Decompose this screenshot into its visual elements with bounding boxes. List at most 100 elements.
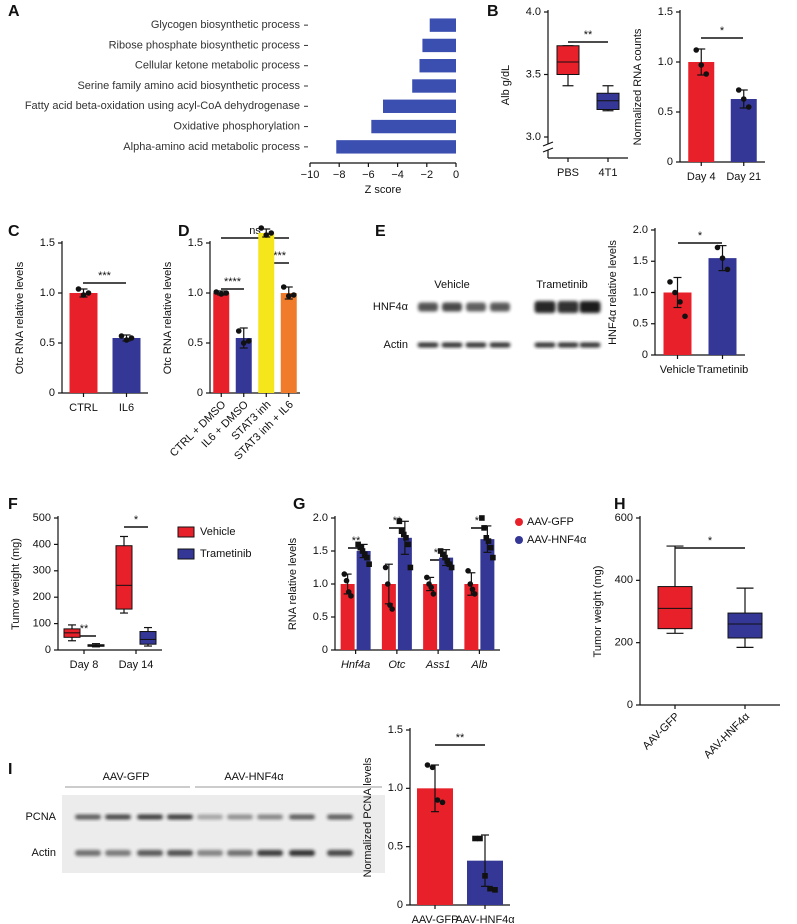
blot-band	[105, 850, 131, 856]
data-point	[245, 338, 252, 344]
bar	[439, 557, 454, 650]
legend-label: Trametinib	[200, 548, 252, 560]
y-tick-label: 0	[627, 699, 633, 711]
significance-label: *	[720, 25, 725, 37]
y-tick-label: 0	[642, 349, 648, 361]
data-point	[448, 564, 455, 571]
bar	[423, 584, 438, 650]
y-tick-label: 0.5	[633, 318, 648, 330]
x-tick-label: Otc	[388, 659, 406, 671]
y-tick-label: 3.0	[526, 131, 541, 143]
blot-group-label: AAV-GFP	[103, 771, 150, 783]
x-tick-label: −4	[391, 169, 404, 181]
data-point	[118, 333, 125, 339]
panel-label: E	[375, 223, 386, 240]
significance-label: **	[584, 29, 593, 41]
y-axis-label: Tumor weight (mg)	[592, 566, 604, 658]
significance-label: *	[134, 514, 139, 526]
bar	[688, 62, 715, 162]
data-point	[80, 292, 87, 298]
data-point	[85, 290, 92, 296]
y-tick-label: 0.5	[388, 841, 403, 853]
x-tick-label: Day 21	[726, 171, 761, 183]
bar	[464, 584, 479, 650]
blot-band	[327, 814, 353, 820]
legend-swatch	[515, 536, 523, 544]
data-point	[223, 290, 230, 296]
x-tick-label: AAV-GFP	[412, 914, 459, 924]
y-axis-label: HNF4α relative levels	[607, 240, 619, 345]
y-tick-label: 0.5	[313, 611, 328, 623]
y-tick-label: 1.5	[188, 237, 203, 249]
data-point	[479, 515, 485, 521]
blot-group-label: Vehicle	[434, 279, 469, 291]
data-point	[280, 284, 287, 290]
panel-label: H	[614, 496, 626, 513]
y-tick-label: 600	[615, 512, 633, 524]
bar	[336, 140, 456, 154]
y-axis-label: Normalized RNA counts	[632, 28, 644, 145]
y-tick-label: 200	[33, 591, 51, 603]
data-point	[492, 887, 498, 893]
x-tick-label: AAV-GFP	[641, 711, 683, 753]
data-point	[434, 797, 441, 803]
data-point	[128, 335, 135, 341]
data-point	[471, 591, 478, 597]
y-tick-label: 3.5	[526, 68, 541, 80]
data-point	[343, 577, 350, 584]
data-point	[258, 225, 265, 231]
box	[115, 545, 133, 610]
data-point	[487, 885, 493, 892]
data-point	[703, 71, 710, 77]
box	[657, 586, 693, 630]
significance-label: **	[475, 515, 484, 527]
y-tick-label: 1.0	[188, 287, 203, 299]
blot-band	[441, 342, 463, 348]
data-point	[357, 544, 364, 551]
data-point	[439, 799, 446, 806]
data-point	[672, 289, 678, 296]
data-point	[290, 292, 297, 298]
data-point	[359, 548, 366, 554]
bar	[429, 18, 456, 32]
bar	[213, 293, 230, 393]
x-tick-label: PBS	[557, 167, 579, 179]
blot-band	[227, 814, 253, 820]
blot-band	[167, 850, 193, 856]
data-point	[400, 531, 407, 538]
y-tick-label: 4.0	[526, 6, 541, 18]
blot-band	[75, 850, 101, 856]
x-tick-label: CTRL	[69, 402, 98, 414]
data-point	[424, 762, 431, 768]
data-point	[693, 47, 700, 53]
x-tick-label: −8	[333, 169, 346, 181]
blot-row-label: Actin	[384, 339, 408, 351]
y-axis-label: Alb g/dL	[500, 65, 512, 105]
data-point	[384, 581, 391, 587]
x-tick-label: Alb	[470, 659, 487, 671]
legend-swatch	[515, 518, 523, 526]
data-point	[389, 606, 395, 612]
y-axis-label: Otc RNA relative levels	[162, 261, 174, 374]
category-label: Serine family amino acid biosynthetic pr…	[77, 80, 300, 92]
y-tick-label: 1.0	[658, 56, 673, 68]
data-point	[407, 564, 414, 571]
data-point	[735, 87, 742, 93]
x-axis-label: Z score	[365, 184, 402, 196]
bar	[371, 119, 456, 134]
blot-row-label: Actin	[32, 847, 56, 859]
y-tick-label: 400	[33, 538, 51, 550]
data-point	[235, 328, 242, 334]
y-tick-label: 1.0	[633, 286, 648, 298]
data-point	[405, 541, 411, 548]
significance-label: **	[352, 535, 361, 547]
category-label: Alpha-amino acid metabolic process	[123, 141, 300, 153]
x-tick-label: IL6	[119, 402, 134, 414]
blot-band	[465, 342, 487, 348]
data-point	[745, 104, 752, 110]
data-point	[75, 286, 82, 292]
y-tick-label: 100	[33, 618, 51, 630]
y-tick-label: 2.0	[313, 512, 328, 524]
x-tick-label: −6	[362, 169, 375, 181]
data-point	[361, 551, 368, 558]
